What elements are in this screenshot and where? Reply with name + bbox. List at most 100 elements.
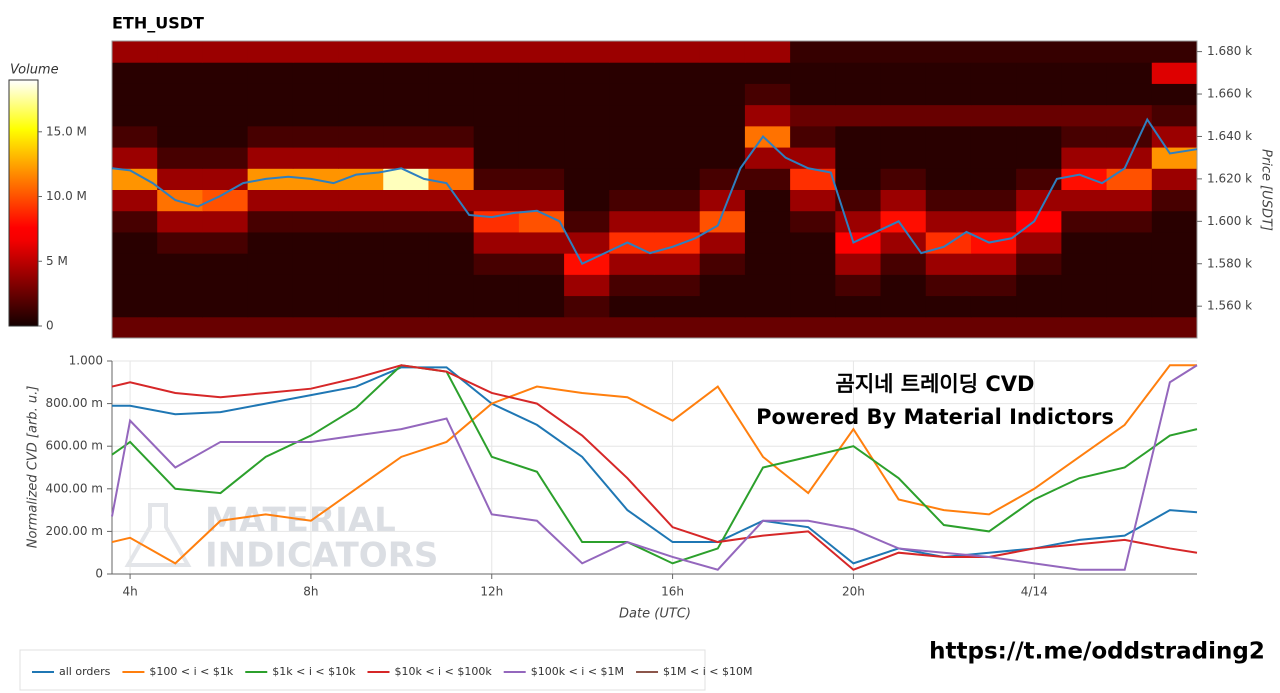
- heatmap-cell: [383, 147, 429, 169]
- heatmap-cell: [1061, 147, 1108, 169]
- legend-label: $10k < i < $100k: [394, 665, 492, 678]
- heatmap-cell: [835, 295, 882, 318]
- heatmap-cell: [338, 125, 384, 148]
- heatmap-cell: [518, 189, 565, 212]
- heatmap-cell: [654, 316, 701, 339]
- heatmap-cell: [518, 274, 565, 297]
- heatmap-cell: [1106, 62, 1153, 84]
- heatmap-cell: [790, 83, 836, 106]
- heatmap-cell: [744, 210, 791, 233]
- heatmap-cell: [112, 253, 158, 275]
- heatmap-cell: [518, 295, 565, 318]
- heatmap-cell: [654, 83, 701, 106]
- heatmap-cell: [609, 168, 655, 190]
- heatmap-cell: [1106, 125, 1153, 148]
- heatmap-cell: [654, 253, 701, 275]
- heatmap-cell: [247, 189, 294, 212]
- heatmap-cell: [880, 295, 927, 318]
- heatmap-cell: [564, 104, 610, 127]
- heatmap-cell: [970, 210, 1017, 233]
- heatmap-cell: [1016, 316, 1062, 339]
- heatmap-cell: [970, 83, 1017, 106]
- heatmap-cell: [473, 41, 520, 63]
- heatmap-cell: [112, 316, 158, 339]
- heatmap-cell: [790, 104, 836, 127]
- heatmap-cell: [518, 210, 565, 233]
- heatmap-cell: [744, 83, 791, 106]
- heatmap-cell: [835, 83, 882, 106]
- heatmap-cell: [609, 62, 655, 84]
- x-tick-label: 16h: [661, 585, 684, 599]
- heatmap-cell: [609, 104, 655, 127]
- price-line: [111, 117, 1198, 266]
- y-tick-label: 1.560 k: [1207, 299, 1252, 313]
- heatmap-cell: [835, 231, 882, 254]
- heatmap-cell: [699, 104, 746, 127]
- heatmap-cell: [202, 274, 249, 297]
- heatmap-cell: [157, 316, 203, 339]
- heatmap-cell: [1106, 253, 1153, 275]
- heatmap-cell: [654, 62, 701, 84]
- annotation: Powered By Material Indictors: [756, 405, 1114, 429]
- heatmap-cell: [970, 253, 1017, 275]
- heatmap-cell: [473, 168, 520, 190]
- heatmap-cell: [699, 189, 746, 212]
- heatmap-cell: [925, 295, 972, 318]
- plot-border: [111, 40, 1198, 339]
- heatmap-cell: [112, 210, 158, 233]
- heatmap-cell: [790, 168, 836, 190]
- heatmap-cell: [292, 147, 339, 169]
- heatmap-cell: [112, 41, 158, 63]
- heatmap-cell: [925, 274, 972, 297]
- heatmap-cell: [383, 316, 429, 339]
- x-axis-label: Date (UTC): [619, 607, 691, 622]
- cvd-line: [111, 364, 1198, 571]
- heatmap-cell: [202, 168, 249, 190]
- heatmap-cell: [292, 104, 339, 127]
- heatmap-cell: [925, 125, 972, 148]
- heatmap-cell: [970, 231, 1017, 254]
- heatmap-cell: [338, 295, 384, 318]
- heatmap-cell: [880, 253, 927, 275]
- heatmap-cell: [338, 147, 384, 169]
- heatmap-cell: [880, 316, 927, 339]
- heatmap-cell: [112, 168, 158, 190]
- heatmap-cell: [338, 210, 384, 233]
- heatmap-cell: [1061, 62, 1108, 84]
- legend-label: $1M < i < $10M: [663, 665, 752, 678]
- heatmap-cell: [564, 83, 610, 106]
- heatmap-cell: [609, 316, 655, 339]
- y-tick-label: 1.000: [69, 354, 103, 368]
- heatmap-cell: [518, 125, 565, 148]
- heatmap-cell: [112, 147, 158, 169]
- colorbar-tick-label: 10.0 M: [46, 189, 87, 203]
- heatmap-cell: [970, 189, 1017, 212]
- heatmap-cell: [473, 316, 520, 339]
- heatmap-cell: [1061, 295, 1108, 318]
- x-tick-label: 4h: [122, 585, 137, 599]
- heatmap-cell: [564, 316, 610, 339]
- heatmap-cell: [292, 231, 339, 254]
- heatmap-cell: [428, 231, 475, 254]
- chart-title: ETH_USDT: [112, 14, 204, 33]
- heatmap-cell: [1016, 62, 1062, 84]
- heatmap-cell: [1151, 316, 1198, 339]
- heatmap-cell: [1016, 83, 1062, 106]
- heatmap-cell: [338, 253, 384, 275]
- heatmap-cell: [383, 83, 429, 106]
- heatmap-cell: [518, 168, 565, 190]
- heatmap-cell: [925, 41, 972, 63]
- heatmap-cell: [699, 62, 746, 84]
- heatmap-cell: [1061, 41, 1108, 63]
- heatmap-cell: [1106, 168, 1153, 190]
- heatmap-cell: [925, 83, 972, 106]
- heatmap-cell: [1016, 41, 1062, 63]
- heatmap-cell: [1151, 274, 1198, 297]
- heatmap-cell: [383, 41, 429, 63]
- heatmap-cell: [1016, 104, 1062, 127]
- heatmap-cell: [112, 231, 158, 254]
- heatmap-cell: [880, 83, 927, 106]
- heatmap-cell: [699, 253, 746, 275]
- heatmap-cell: [835, 125, 882, 148]
- heatmap-cell: [970, 147, 1017, 169]
